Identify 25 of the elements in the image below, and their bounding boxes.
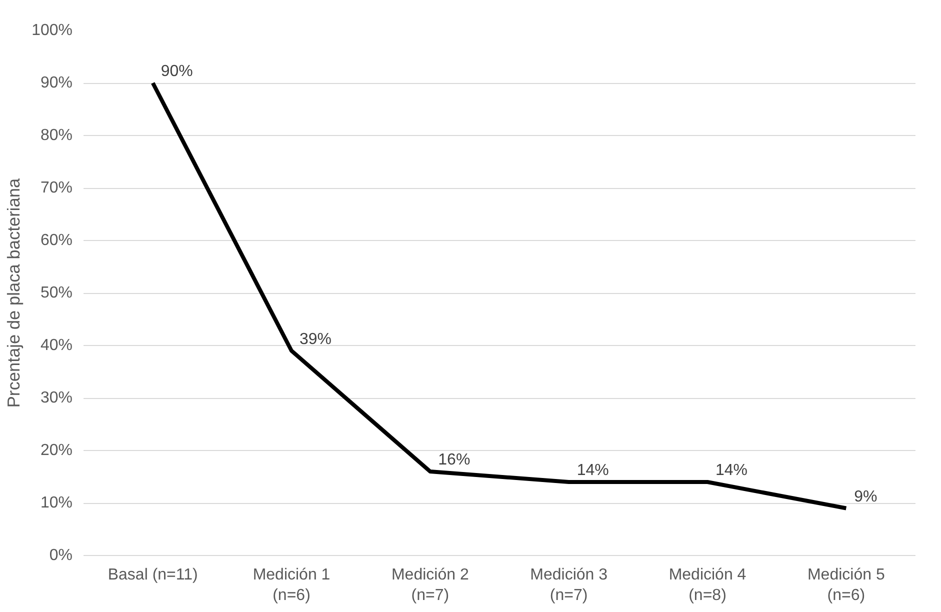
- y-tick-label: 70%: [40, 180, 73, 196]
- line-series: [150, 81, 848, 510]
- data-label: 39%: [300, 330, 332, 348]
- y-tick-label: 60%: [40, 232, 73, 249]
- y-tick-label: 30%: [40, 390, 73, 406]
- y-tick-label: 10%: [40, 494, 73, 512]
- y-tick-label: 90%: [40, 74, 73, 92]
- data-label: 90%: [160, 63, 193, 80]
- x-tick-label: Basal (n=11): [108, 566, 198, 584]
- data-label: 16%: [438, 452, 470, 468]
- x-tick-label: Medición 4 (n=8): [668, 566, 746, 604]
- data-label: 14%: [576, 462, 609, 479]
- y-tick-label: 20%: [40, 442, 73, 459]
- y-tick-label: 50%: [40, 284, 73, 302]
- y-axis-title: Prcentaje de placa bacteriana: [4, 178, 24, 408]
- y-tick-label: 80%: [40, 127, 73, 144]
- y-tick-label: 0%: [49, 547, 72, 564]
- data-label: 9%: [854, 488, 878, 506]
- x-tick-label: Medición 5 (n=6): [807, 566, 885, 604]
- x-tick-label: Medición 3 (n=7): [530, 566, 608, 604]
- data-label: 14%: [716, 462, 748, 479]
- x-tick-label: Medición 1 (n=6): [252, 566, 330, 604]
- x-tick-label: Medición 2 (n=7): [391, 566, 469, 604]
- y-tick-label: 40%: [40, 337, 73, 354]
- y-tick-label: 100%: [32, 22, 72, 39]
